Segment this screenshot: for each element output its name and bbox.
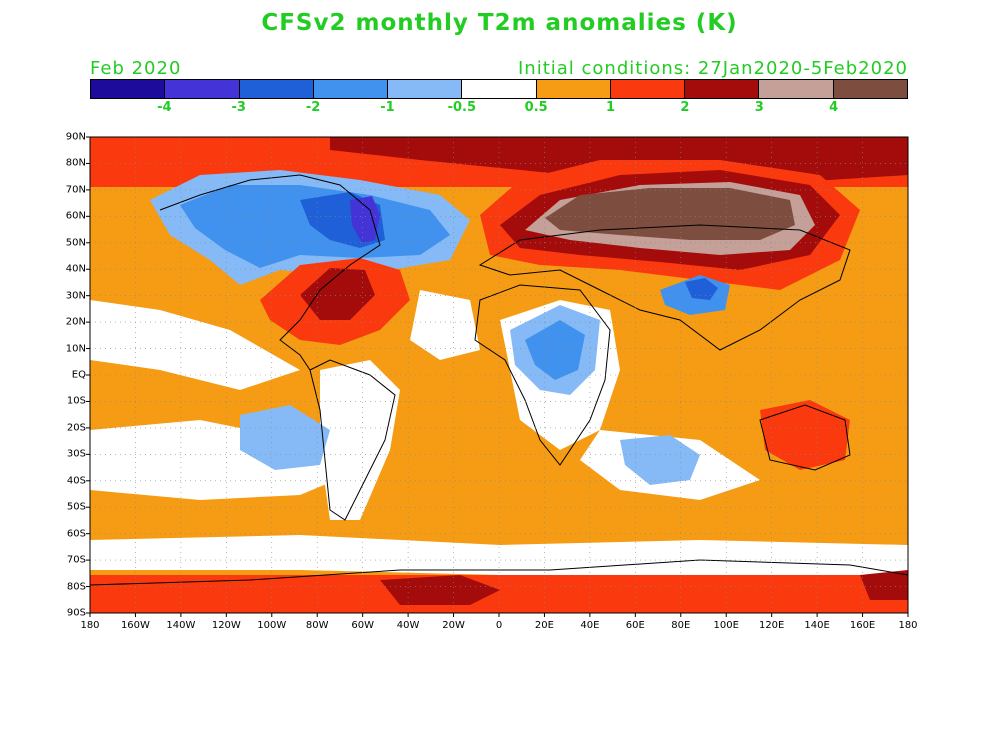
lat-label: 90S [66, 607, 86, 619]
colorbar-tick-label: -0.5 [447, 100, 477, 115]
valid-month-label: Feb 2020 [90, 58, 182, 79]
eurasia-coast [478, 224, 851, 351]
lat-label: 70S [66, 554, 86, 566]
colorbar-swatch-3 [313, 80, 389, 98]
lon-label: 180 [898, 620, 918, 631]
lat-label: EQ [71, 369, 86, 381]
lon-label: 160W [120, 620, 150, 631]
lat-label: 20S [66, 422, 86, 434]
lon-label: 100W [257, 620, 287, 631]
lon-label: 40E [580, 620, 600, 631]
colorbar-swatch-5 [462, 80, 537, 98]
axis-ticks [86, 136, 909, 617]
samerica-neutral [320, 360, 400, 520]
south-america-coast [309, 359, 396, 521]
midatlantic-neutral [410, 290, 480, 360]
lat-label: 50N [65, 237, 86, 249]
spacific-cold [240, 405, 330, 470]
coastlines [90, 174, 908, 586]
lon-label: 80E [671, 620, 691, 631]
lon-label: 180 [80, 620, 100, 631]
tibet-cold-core [685, 278, 718, 300]
lon-label: 120E [758, 620, 785, 631]
colorbar-tick-label: -3 [231, 100, 246, 115]
lat-label: 60S [66, 528, 86, 540]
anomaly-field [90, 137, 908, 613]
colorbar-swatch-8 [685, 80, 760, 98]
lat-label: 80N [65, 157, 86, 169]
lon-label: 20W [442, 620, 465, 631]
initial-conditions-label: Initial conditions: 27Jan2020-5Feb2020 [517, 58, 908, 79]
lon-label: 40W [396, 620, 420, 631]
lat-label: 90N [65, 131, 86, 143]
colorbar-tick-label: 4 [829, 100, 839, 115]
colorbar-swatch-10 [833, 80, 907, 98]
colorbar-legend [90, 79, 908, 99]
north-america-coast [159, 174, 381, 371]
colorbar-tick-label: -1 [380, 100, 395, 115]
lat-label: 30S [66, 448, 86, 460]
australia-coast [759, 404, 851, 471]
australia-warm [760, 400, 850, 470]
colorbar-tick-label: 0.5 [524, 100, 548, 115]
lat-label: 30N [65, 290, 86, 302]
lat-label: 70N [65, 184, 86, 196]
lon-label: 60W [351, 620, 374, 631]
npacific-neutral [90, 300, 300, 390]
lat-label: 10N [65, 343, 86, 355]
lon-label: 120W [211, 620, 241, 631]
lat-label: 80S [66, 581, 86, 593]
baffin-cold-core [350, 196, 380, 243]
africa-cold [525, 320, 585, 380]
antarctica-coast [90, 559, 908, 586]
lon-label: 160E [849, 620, 876, 631]
lat-label: 10S [66, 395, 86, 407]
colorbar-tick-label: 3 [754, 100, 764, 115]
colorbar-swatch-2 [239, 80, 314, 98]
colorbar-swatch-9 [759, 80, 834, 98]
ross-strong-warm [860, 570, 908, 600]
lat-label: 50S [66, 501, 86, 513]
colorbar-tick-label: 1 [606, 100, 616, 115]
lon-label: 60E [625, 620, 645, 631]
lon-label: 0 [495, 620, 503, 631]
colorbar-tick-label: 2 [680, 100, 690, 115]
lat-label: 60N [65, 210, 86, 222]
map-title: CFSv2 monthly T2m anomalies (K) [261, 10, 738, 36]
lon-label: 20E [534, 620, 554, 631]
atlantic-strong-warm [300, 268, 375, 320]
colorbar-swatch-1 [165, 80, 240, 98]
colorbar-tick-label: -4 [157, 100, 172, 115]
colorbar-tick-label: -2 [305, 100, 321, 115]
lat-label: 40S [66, 475, 86, 487]
lon-label: 140W [166, 620, 196, 631]
lon-label: 100E [713, 620, 739, 631]
lat-label: 20N [65, 316, 86, 328]
africa-coast [474, 284, 611, 466]
colorbar-swatch-0 [91, 80, 166, 98]
lon-label: 140E [804, 620, 830, 631]
antarctic-warm [90, 575, 908, 613]
colorbar-swatch-7 [610, 80, 686, 98]
colorbar-swatch-6 [536, 80, 611, 98]
colorbar-swatch-4 [388, 80, 463, 98]
lat-label: 40N [65, 263, 86, 275]
antarctic-strong-warm [380, 575, 500, 605]
indian-cold [620, 435, 700, 485]
lon-label: 80W [305, 620, 329, 631]
